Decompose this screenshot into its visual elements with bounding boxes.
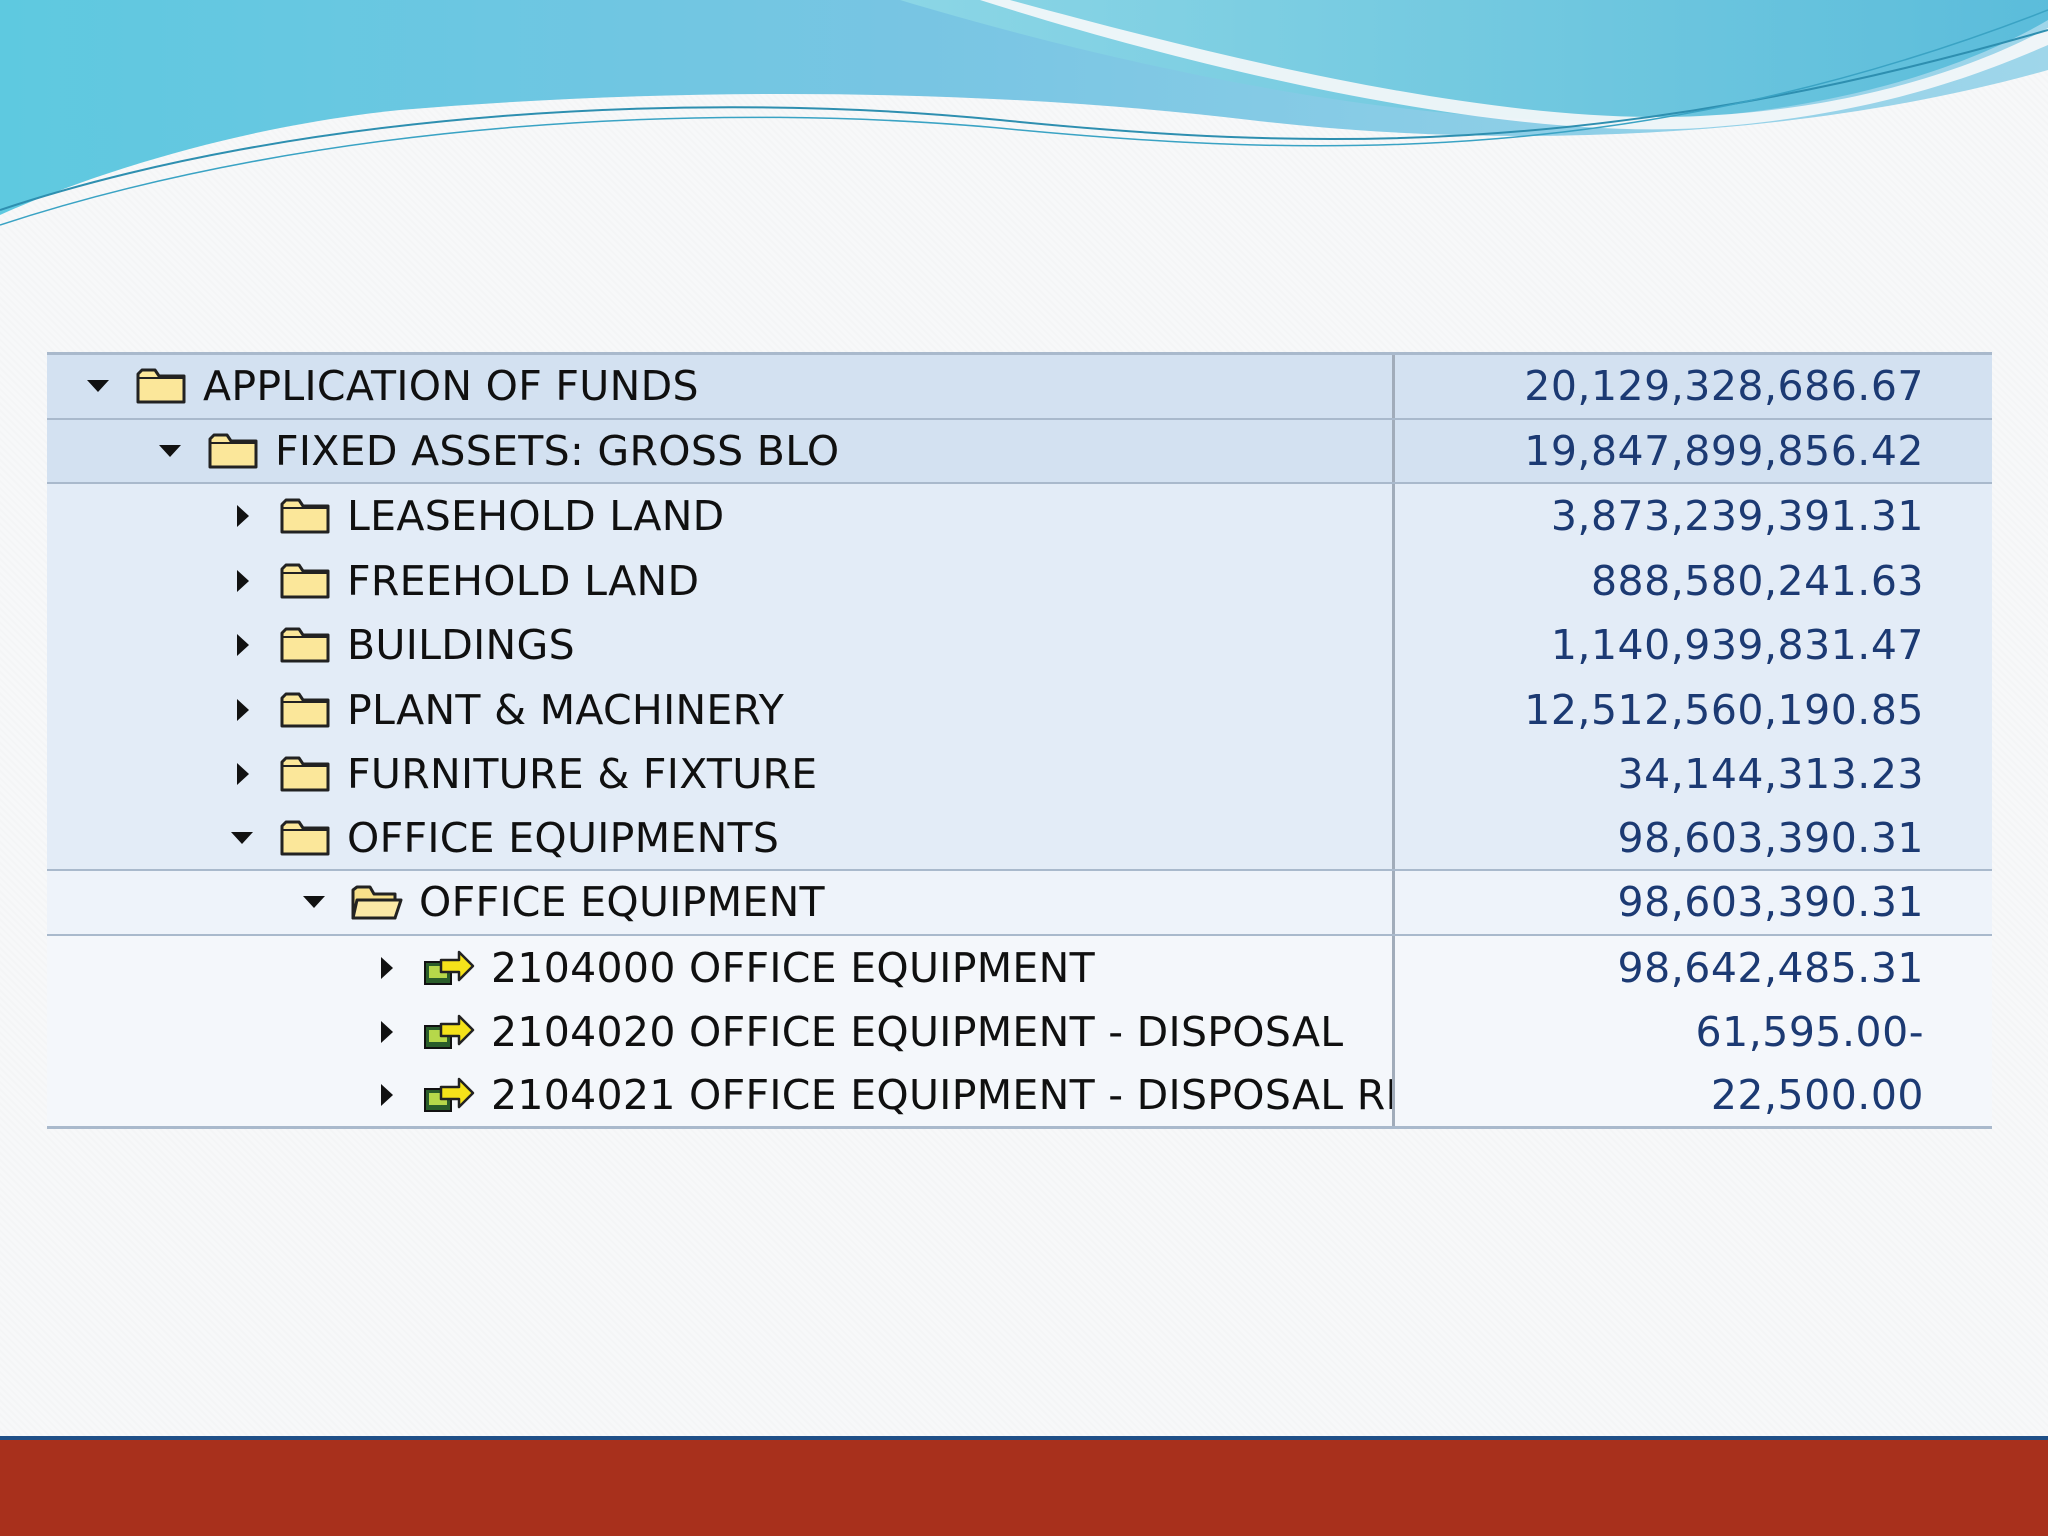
expand-arrow-right-icon[interactable] [373,955,399,981]
tree-row[interactable]: OFFICE EQUIPMENTS 98,603,390.31 [47,806,1992,871]
tree-node-cell: FREEHOLD LAND [47,548,1395,613]
amount-value: 12,512,560,190.85 [1524,685,1924,734]
tree-row[interactable]: PLANT & MACHINERY 12,512,560,190.85 [47,677,1992,742]
tree-row[interactable]: FURNITURE & FIXTURE 34,144,313.23 [47,742,1992,807]
amount-value: 20,129,328,686.67 [1524,362,1924,411]
tree-node-cell: APPLICATION OF FUNDS [47,355,1395,418]
tree-row[interactable]: APPLICATION OF FUNDS 20,129,328,686.67 [47,355,1992,420]
tree-row[interactable]: FIXED ASSETS: GROSS BLO 19,847,899,856.4… [47,419,1992,484]
tree-row[interactable]: 2104020 OFFICE EQUIPMENT - DISPOSAL 61,5… [47,1000,1992,1065]
tree-row[interactable]: 2104021 OFFICE EQUIPMENT - DISPOSAL RE 2… [47,1064,1992,1129]
tree-node-cell: 2104000 OFFICE EQUIPMENT [47,935,1395,1000]
expand-arrow-right-icon[interactable] [229,503,255,529]
tree-node-label: 2104021 OFFICE EQUIPMENT - DISPOSAL RE [491,1071,1395,1120]
folder-icon [277,752,333,796]
amount-value: 61,595.00- [1695,1008,1924,1057]
amount-value: 888,580,241.63 [1590,556,1924,605]
tree-node-cell: BUILDINGS [47,613,1395,678]
amount-value: 34,144,313.23 [1617,750,1924,799]
gl-account-icon [421,1073,477,1117]
tree-node-cell: OFFICE EQUIPMENT [47,871,1395,934]
amount-value: 98,603,390.31 [1617,878,1924,927]
tree-node-label: 2104020 OFFICE EQUIPMENT - DISPOSAL [491,1008,1344,1057]
amount-value: 19,847,899,856.42 [1524,426,1924,475]
open-folder-icon [349,880,405,924]
top-wave-decoration [0,0,2048,226]
amount-value: 98,642,485.31 [1617,943,1924,992]
tree-node-label: PLANT & MACHINERY [347,685,785,734]
tree-node-label: 2104000 OFFICE EQUIPMENT [491,943,1095,992]
amount-value: 98,603,390.31 [1617,813,1924,862]
gl-account-icon [421,1010,477,1054]
expand-arrow-right-icon[interactable] [229,761,255,787]
tree-node-label: LEASEHOLD LAND [347,492,725,541]
folder-icon [277,816,333,860]
tree-node-label: FIXED ASSETS: GROSS BLO [275,426,840,475]
tree-row[interactable]: LEASEHOLD LAND 3,873,239,391.31 [47,484,1992,549]
footer-bar [0,1436,2048,1536]
amount-value: 3,873,239,391.31 [1550,492,1924,541]
tree-row[interactable]: 2104000 OFFICE EQUIPMENT 98,642,485.31 [47,935,1992,1000]
tree-node-label: FREEHOLD LAND [347,556,700,605]
expand-arrow-right-icon[interactable] [229,632,255,658]
tree-node-cell: OFFICE EQUIPMENTS [47,806,1395,869]
folder-icon [133,364,189,408]
expand-arrow-down-icon[interactable] [229,825,255,851]
expand-arrow-down-icon[interactable] [85,373,111,399]
tree-node-cell: FURNITURE & FIXTURE [47,742,1395,807]
folder-icon [277,688,333,732]
tree-node-label: OFFICE EQUIPMENT [419,878,825,927]
tree-node-label: OFFICE EQUIPMENTS [347,813,780,862]
tree-node-cell: 2104020 OFFICE EQUIPMENT - DISPOSAL [47,1000,1395,1065]
expand-arrow-right-icon[interactable] [373,1019,399,1045]
expand-arrow-right-icon[interactable] [229,568,255,594]
folder-icon [205,429,261,473]
tree-row[interactable]: OFFICE EQUIPMENT 98,603,390.31 [47,871,1992,936]
tree-node-cell: PLANT & MACHINERY [47,677,1395,742]
amount-value: 1,140,939,831.47 [1550,621,1924,670]
tree-node-cell: LEASEHOLD LAND [47,484,1395,549]
expand-arrow-down-icon[interactable] [157,438,183,464]
amount-value: 22,500.00 [1710,1071,1924,1120]
gl-account-icon [421,946,477,990]
hierarchy-tree-table: APPLICATION OF FUNDS 20,129,328,686.67 F… [47,352,1992,1129]
tree-node-cell: FIXED ASSETS: GROSS BLO [47,419,1395,482]
tree-row[interactable]: BUILDINGS 1,140,939,831.47 [47,613,1992,678]
tree-node-label: BUILDINGS [347,621,575,670]
folder-icon [277,494,333,538]
tree-row[interactable]: FREEHOLD LAND 888,580,241.63 [47,548,1992,613]
tree-node-cell: 2104021 OFFICE EQUIPMENT - DISPOSAL RE [47,1064,1395,1126]
expand-arrow-down-icon[interactable] [301,889,327,915]
folder-icon [277,559,333,603]
folder-icon [277,623,333,667]
expand-arrow-right-icon[interactable] [229,697,255,723]
expand-arrow-right-icon[interactable] [373,1082,399,1108]
tree-node-label: FURNITURE & FIXTURE [347,750,818,799]
tree-node-label: APPLICATION OF FUNDS [203,362,699,411]
